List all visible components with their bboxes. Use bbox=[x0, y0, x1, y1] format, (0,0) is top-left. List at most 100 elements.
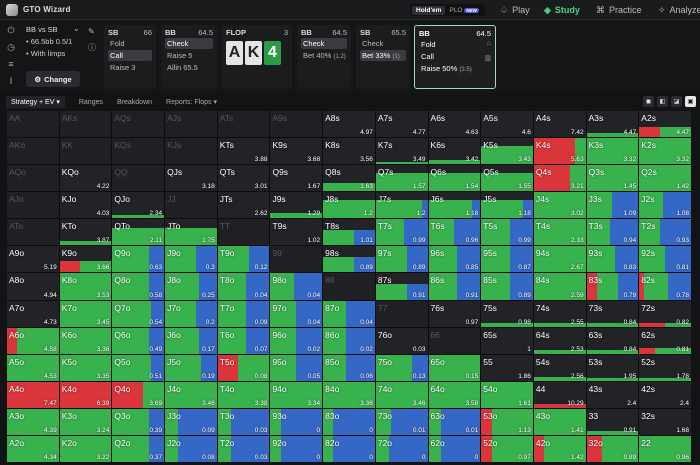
hand-cell[interactable]: 62s 0.81 bbox=[639, 327, 691, 354]
hand-cell[interactable]: J8o 0.25 bbox=[165, 273, 217, 300]
hand-cell[interactable]: A4s 7.42 bbox=[533, 111, 586, 138]
hand-cell[interactable]: A6s 4.63 bbox=[428, 111, 481, 138]
hand-cell[interactable]: A9s bbox=[270, 111, 323, 138]
hand-cell[interactable]: TT bbox=[217, 219, 270, 246]
hand-cell[interactable]: 64o 3.58 bbox=[428, 381, 481, 408]
hand-cell[interactable]: J9o 0.3 bbox=[165, 246, 217, 273]
hand-cell[interactable]: T5o 0.08 bbox=[217, 354, 270, 381]
hand-cell[interactable]: 64s 2.53 bbox=[533, 327, 586, 354]
hand-cell[interactable]: J6o 0.17 bbox=[165, 327, 217, 354]
action-check[interactable]: Check bbox=[301, 38, 347, 49]
hand-cell[interactable]: K8s 3.56 bbox=[323, 138, 375, 165]
action-raise[interactable]: Raise 50% (3.5) bbox=[419, 63, 491, 74]
hand-cell[interactable]: AKs bbox=[59, 111, 112, 138]
hand-cell[interactable]: T2s 0.93 bbox=[639, 219, 691, 246]
hand-cell[interactable]: 84o 3.36 bbox=[323, 381, 375, 408]
action-check[interactable]: Check bbox=[165, 38, 213, 49]
node-bb-preflop[interactable]: BB 64.5 Check Raise 5 Allin 65.5 bbox=[161, 25, 217, 89]
hand-cell[interactable]: J9s 1.29 bbox=[270, 192, 323, 219]
hand-cell[interactable]: T9o 0.12 bbox=[217, 246, 270, 273]
hand-cell[interactable]: Q7s 1.57 bbox=[375, 165, 428, 192]
hand-cell[interactable]: K8o 3.53 bbox=[59, 273, 112, 300]
hand-cell[interactable]: J3o 0.09 bbox=[165, 408, 217, 435]
hand-cell[interactable]: K9o 3.66 bbox=[59, 246, 112, 273]
hand-cell[interactable]: J2o 0.08 bbox=[165, 435, 217, 462]
app-logo[interactable]: GTO Wizard bbox=[6, 3, 71, 16]
action-bet[interactable]: Bet 33% (1) bbox=[360, 50, 406, 61]
hand-cell[interactable]: Q6s 1.54 bbox=[428, 165, 481, 192]
hand-cell[interactable]: 63o 0.01 bbox=[428, 408, 481, 435]
hand-cell[interactable]: AQs bbox=[112, 111, 165, 138]
tab-strategy-ev[interactable]: Strategy + EV ▾ bbox=[6, 96, 65, 108]
hand-cell[interactable]: 72s 0.82 bbox=[639, 300, 691, 327]
view-mode-4-icon[interactable]: ▣ bbox=[685, 96, 696, 107]
hand-cell[interactable]: Q2s 1.42 bbox=[639, 165, 691, 192]
hand-cell[interactable]: 94o 3.34 bbox=[270, 381, 323, 408]
hand-cell[interactable]: J5s 1.18 bbox=[481, 192, 533, 219]
hand-cell[interactable]: T4o 3.38 bbox=[217, 381, 270, 408]
hand-cell[interactable]: T5s 0.99 bbox=[481, 219, 533, 246]
change-button[interactable]: ⚙ Change bbox=[26, 71, 80, 87]
action-fold[interactable]: Fold bbox=[421, 40, 436, 49]
hand-cell[interactable]: T4s 2.33 bbox=[533, 219, 586, 246]
hand-cell[interactable]: 65s 1 bbox=[481, 327, 533, 354]
hand-cell[interactable]: T3o 0.03 bbox=[217, 408, 270, 435]
hand-cell[interactable]: 66 bbox=[428, 327, 481, 354]
view-mode-1-icon[interactable]: ◼ bbox=[643, 96, 654, 107]
node-bb-facing-bet[interactable]: BB 64.5 Fold Call Raise 50% (3.5) ⌂ ▥ bbox=[414, 25, 496, 89]
hand-cell[interactable]: 83s 0.79 bbox=[586, 273, 639, 300]
hand-cell[interactable]: K5o 3.35 bbox=[59, 354, 112, 381]
hand-cell[interactable]: A5s 4.6 bbox=[481, 111, 533, 138]
node-sb-preflop[interactable]: SB 66 Fold Call Raise 3 bbox=[104, 25, 156, 89]
hand-cell[interactable]: 83o 0 bbox=[323, 408, 375, 435]
hand-cell[interactable]: K2o 3.22 bbox=[59, 435, 112, 462]
action-raise[interactable]: Raise 3 bbox=[110, 63, 136, 72]
hand-cell[interactable]: 75o 0.13 bbox=[375, 354, 428, 381]
hand-cell[interactable]: KJs bbox=[165, 138, 217, 165]
hand-cell[interactable]: Q3s 1.45 bbox=[586, 165, 639, 192]
action-call[interactable]: Call bbox=[421, 52, 434, 61]
hand-cell[interactable]: 88 bbox=[323, 273, 375, 300]
text-cursor-icon[interactable]: I bbox=[9, 76, 13, 86]
hand-cell[interactable]: 54o 1.61 bbox=[481, 381, 533, 408]
hand-cell[interactable]: ATo bbox=[7, 219, 59, 246]
hand-cell[interactable]: 72o 0 bbox=[375, 435, 428, 462]
hand-cell[interactable]: 55 1.86 bbox=[481, 354, 533, 381]
hand-cell[interactable]: 76o 0.03 bbox=[375, 327, 428, 354]
edit-icon[interactable]: ✎ bbox=[88, 27, 95, 36]
node-bb-flop[interactable]: BB 64.5 Check Bet 40% (1.2) bbox=[297, 25, 351, 89]
hand-cell[interactable]: 85s 0.89 bbox=[481, 273, 533, 300]
hand-cell[interactable]: Q3o 0.39 bbox=[112, 408, 165, 435]
hand-cell[interactable]: J6s 1.18 bbox=[428, 192, 481, 219]
hand-cell[interactable]: K7o 3.45 bbox=[59, 300, 112, 327]
hand-cell[interactable]: 92s 0.81 bbox=[639, 246, 691, 273]
hand-cell[interactable]: 63s 0.84 bbox=[586, 327, 639, 354]
power-icon[interactable]: ⏻ bbox=[7, 25, 15, 35]
hand-cell[interactable]: A7o 4.73 bbox=[7, 300, 59, 327]
hand-cell[interactable]: J3s 1.09 bbox=[586, 192, 639, 219]
action-call[interactable]: Call bbox=[108, 50, 152, 61]
hand-cell[interactable]: Q4s 3.21 bbox=[533, 165, 586, 192]
hand-cell[interactable]: Q9o 0.63 bbox=[112, 246, 165, 273]
hand-cell[interactable]: QTo 2.11 bbox=[112, 219, 165, 246]
hand-cell[interactable]: J8s 1.2 bbox=[323, 192, 375, 219]
nav-play[interactable]: ♤ Play bbox=[500, 3, 530, 17]
hand-cell[interactable]: 73s 0.84 bbox=[586, 300, 639, 327]
hand-cell[interactable]: 94s 2.67 bbox=[533, 246, 586, 273]
hand-cell[interactable]: 97s 0.89 bbox=[375, 246, 428, 273]
lock-icon[interactable]: ⌂ bbox=[486, 40, 491, 47]
hand-cell[interactable]: Q2o 0.37 bbox=[112, 435, 165, 462]
hand-cell[interactable]: Q8o 0.58 bbox=[112, 273, 165, 300]
hand-cell[interactable]: 53s 1.95 bbox=[586, 354, 639, 381]
hand-cell[interactable]: T7s 0.99 bbox=[375, 219, 428, 246]
hand-cell[interactable]: J7s 1.2 bbox=[375, 192, 428, 219]
hand-cell[interactable]: QJs 3.18 bbox=[165, 165, 217, 192]
nav-analyze[interactable]: ✧ Analyze bbox=[658, 3, 700, 17]
hand-cell[interactable]: JJ bbox=[165, 192, 217, 219]
hand-cell[interactable]: T9s 1.02 bbox=[270, 219, 323, 246]
hand-cell[interactable]: K2s 3.32 bbox=[639, 138, 691, 165]
hand-cell[interactable]: T3s 0.94 bbox=[586, 219, 639, 246]
hand-cell[interactable]: KK bbox=[59, 138, 112, 165]
hand-cell[interactable]: J4o 3.46 bbox=[165, 381, 217, 408]
hand-cell[interactable]: 87s 0.91 bbox=[375, 273, 428, 300]
